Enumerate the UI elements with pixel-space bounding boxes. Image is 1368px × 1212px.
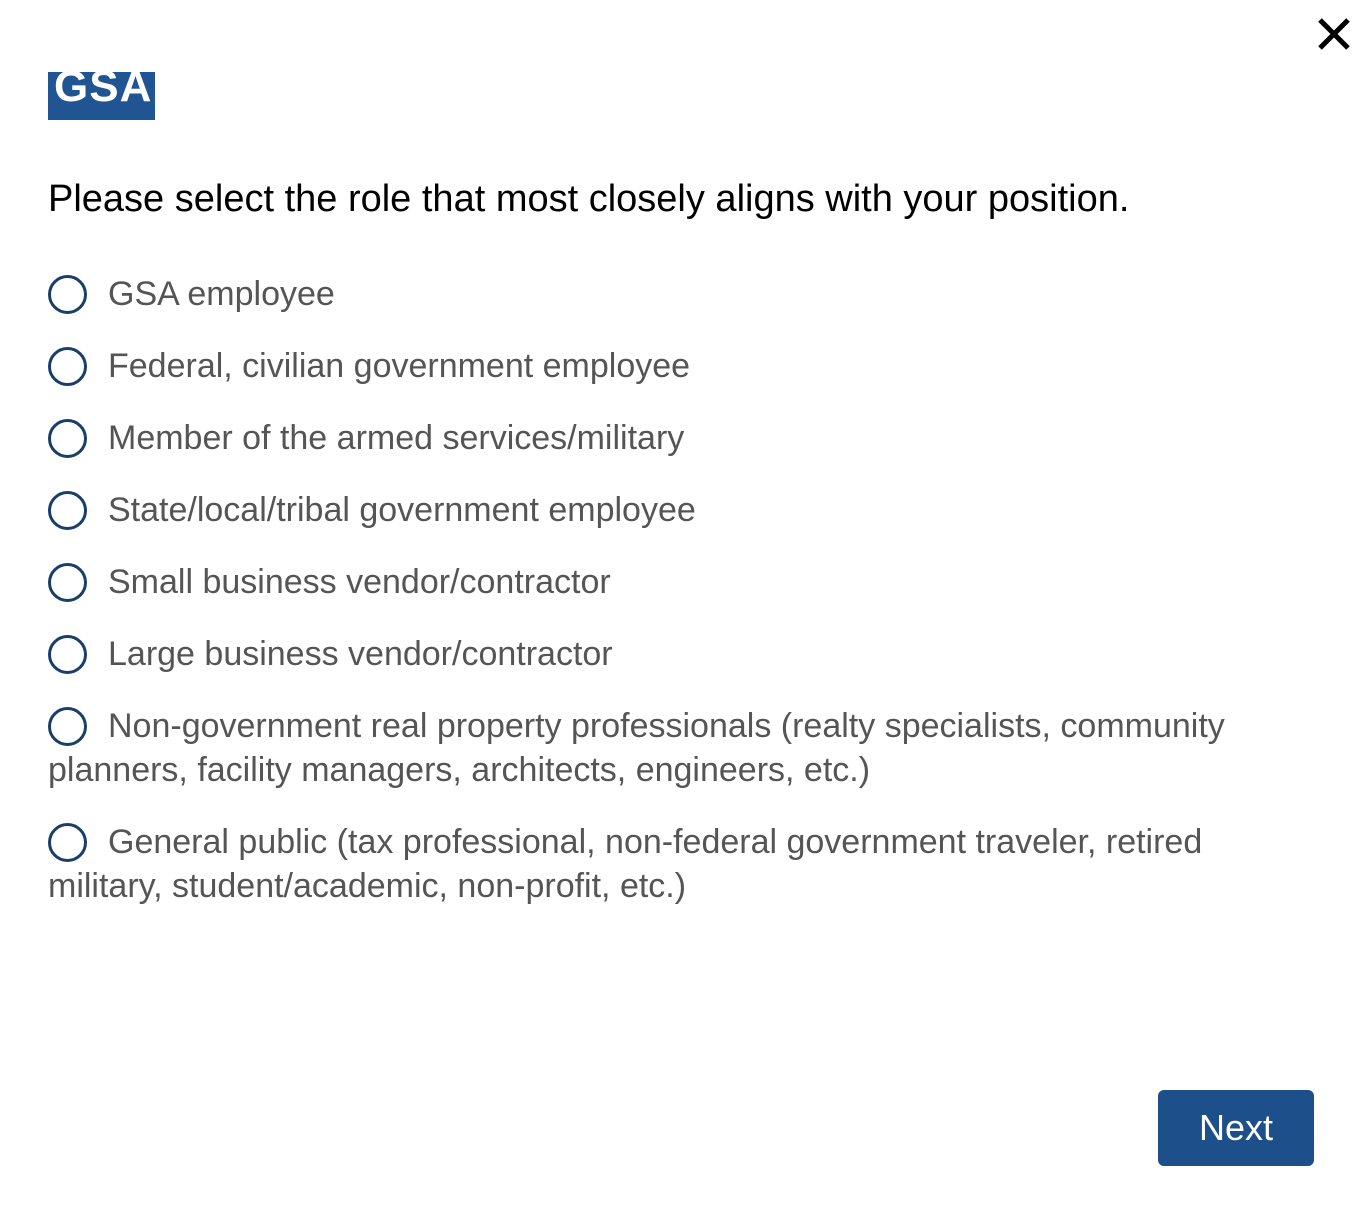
option-federal-civilian[interactable]: Federal, civilian government employee <box>48 344 1318 388</box>
option-state-local-tribal[interactable]: State/local/tribal government employee <box>48 488 1318 532</box>
radio-button[interactable] <box>48 275 87 314</box>
radio-button[interactable] <box>48 419 87 458</box>
page-title: Please select the role that most closely… <box>48 178 1130 220</box>
radio-button[interactable] <box>48 563 87 602</box>
next-button[interactable]: Next <box>1158 1090 1314 1166</box>
radio-button[interactable] <box>48 707 87 746</box>
option-military[interactable]: Member of the armed services/military <box>48 416 1318 460</box>
radio-button[interactable] <box>48 823 87 862</box>
option-large-business[interactable]: Large business vendor/contractor <box>48 632 1318 676</box>
role-options: GSA employee Federal, civilian governmen… <box>48 272 1318 936</box>
radio-button[interactable] <box>48 635 87 674</box>
gsa-logo: GSA <box>48 72 155 120</box>
option-gsa-employee[interactable]: GSA employee <box>48 272 1318 316</box>
option-real-property[interactable]: Non-government real property professiona… <box>48 707 1225 789</box>
close-icon[interactable] <box>1314 14 1354 54</box>
option-general-public[interactable]: General public (tax professional, non-fe… <box>48 823 1203 905</box>
radio-button[interactable] <box>48 491 87 530</box>
radio-button[interactable] <box>48 347 87 386</box>
option-small-business[interactable]: Small business vendor/contractor <box>48 560 1318 604</box>
